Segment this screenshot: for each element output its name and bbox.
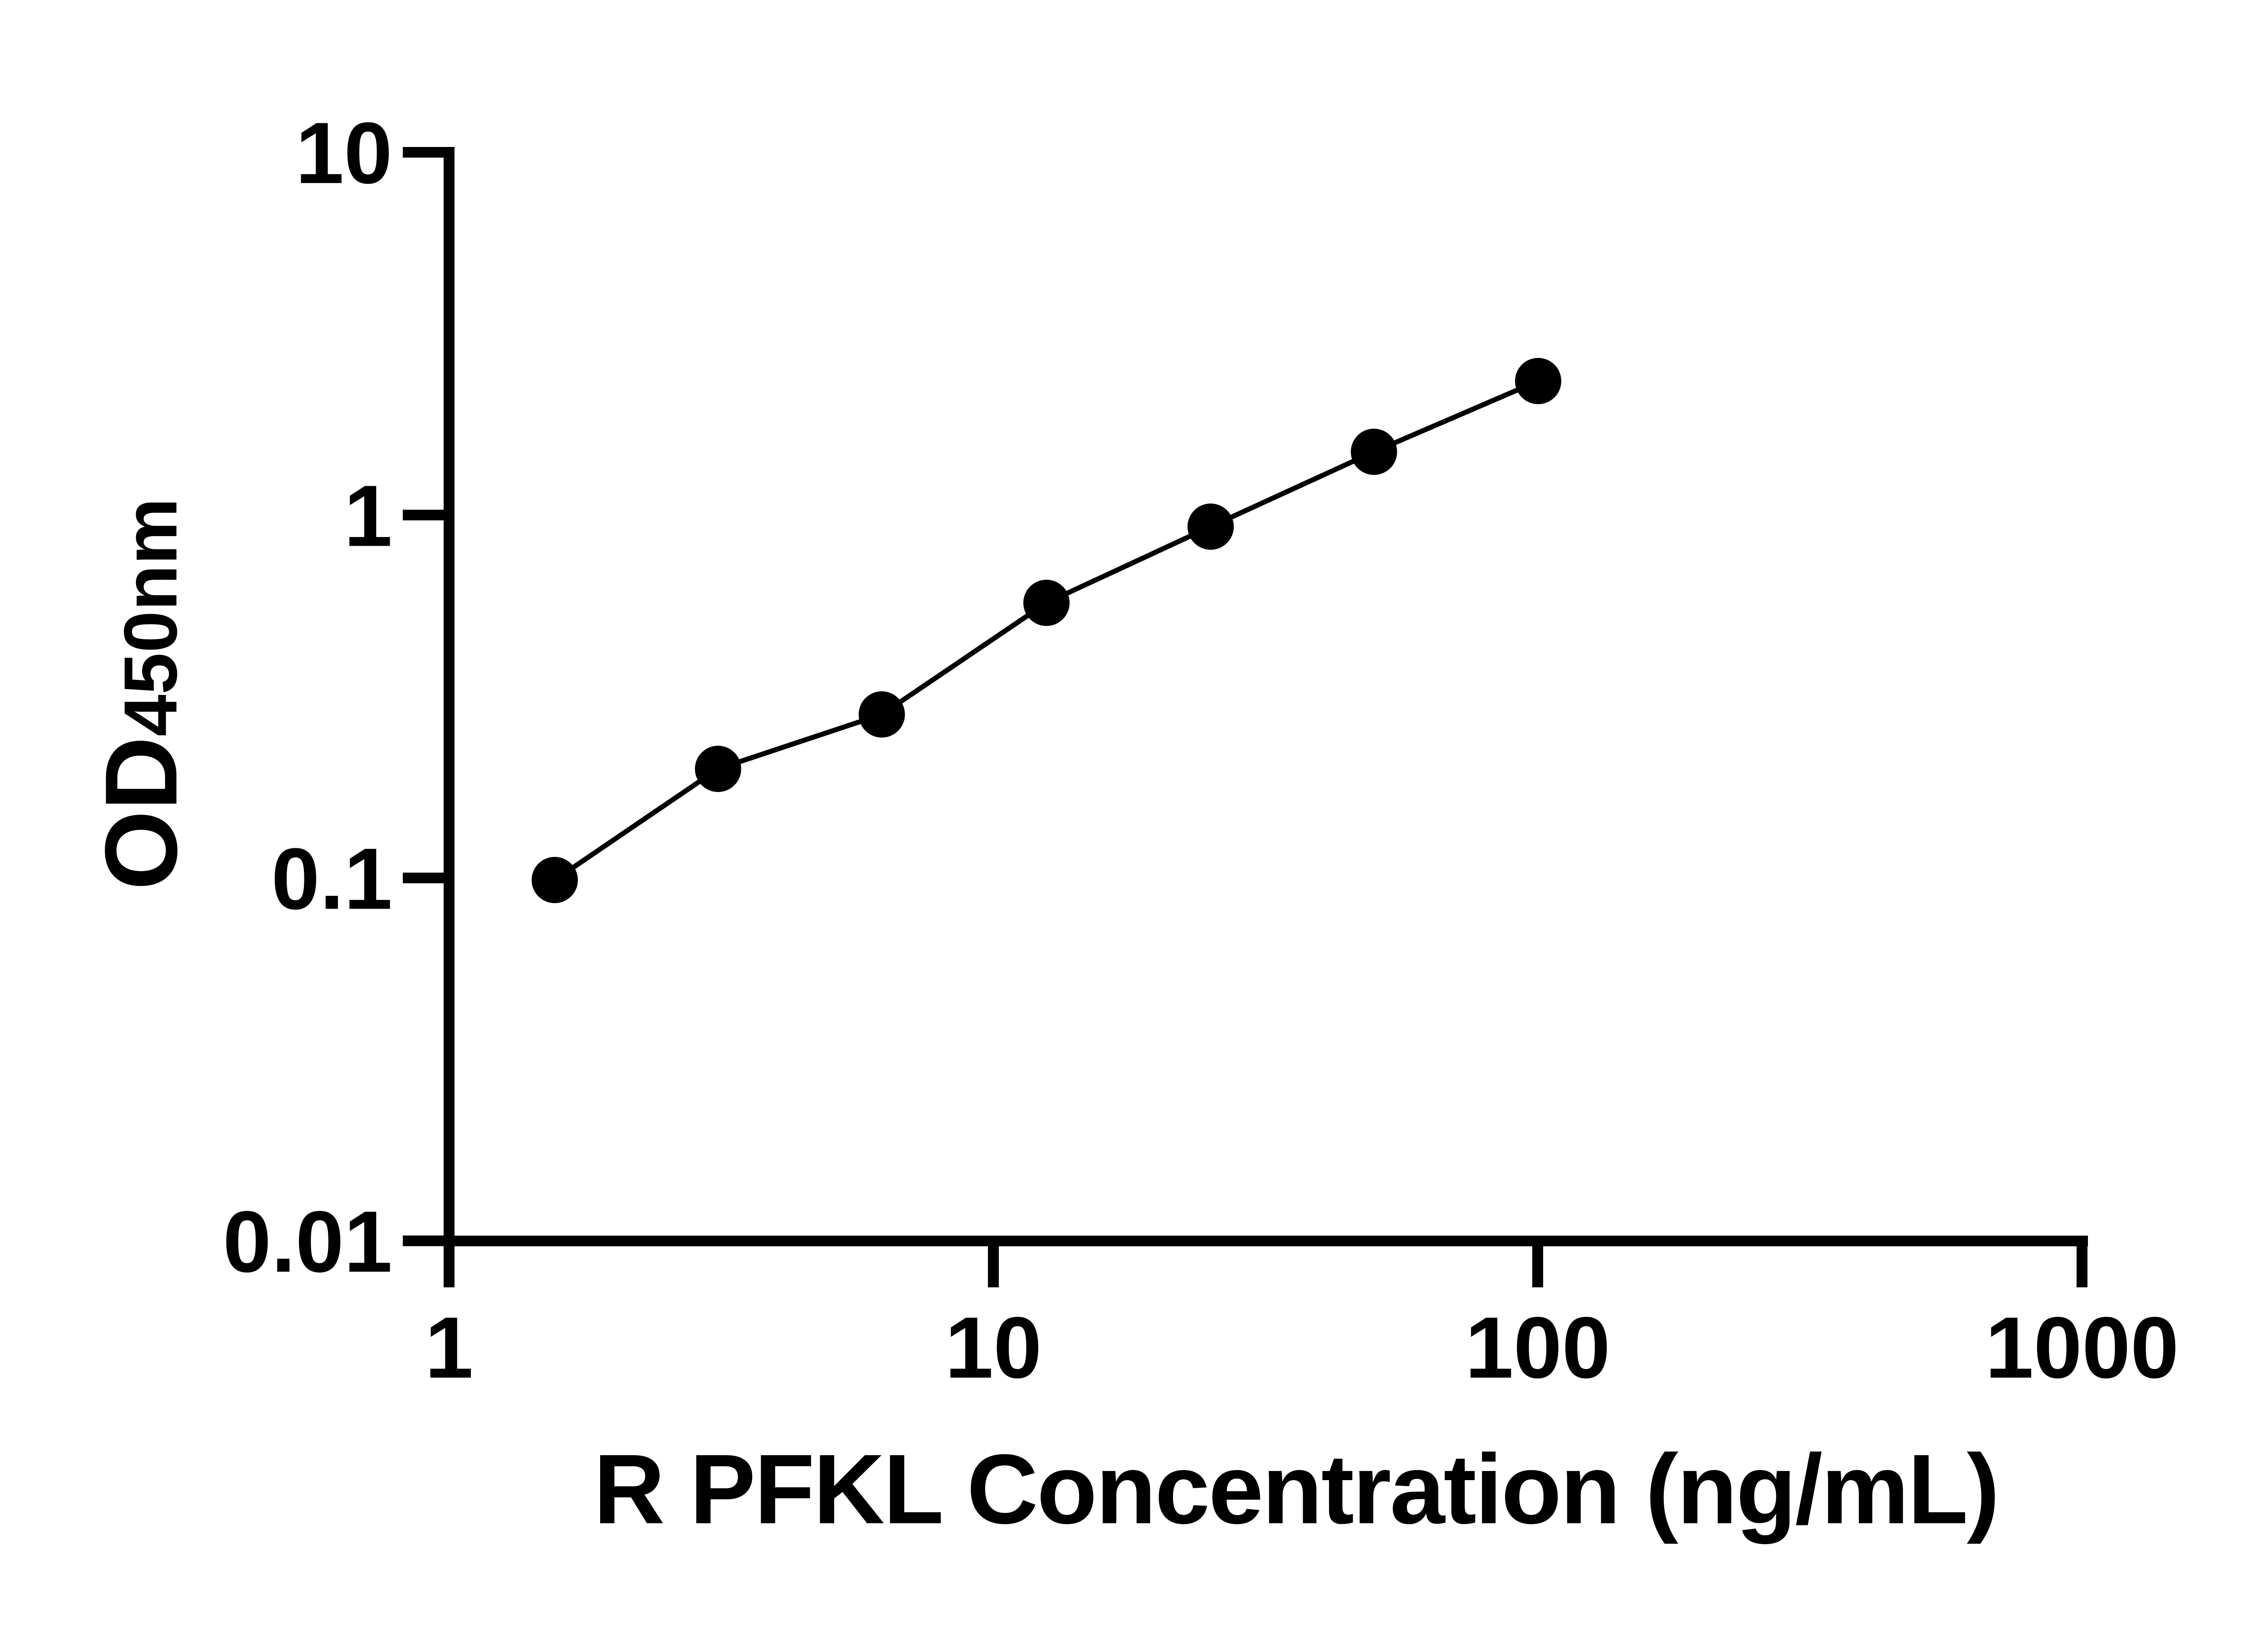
svg-text:1: 1 (344, 467, 392, 565)
svg-text:0.1: 0.1 (271, 830, 392, 928)
svg-text:0.01: 0.01 (223, 1193, 392, 1291)
svg-text:10: 10 (945, 1299, 1042, 1396)
svg-text:1000: 1000 (1985, 1299, 2179, 1396)
svg-text:R PFKL Concentration (ng/mL): R PFKL Concentration (ng/mL) (593, 1434, 1998, 1545)
svg-text:10: 10 (295, 104, 392, 202)
svg-text:100: 100 (1465, 1299, 1610, 1396)
svg-text:1: 1 (425, 1299, 474, 1396)
